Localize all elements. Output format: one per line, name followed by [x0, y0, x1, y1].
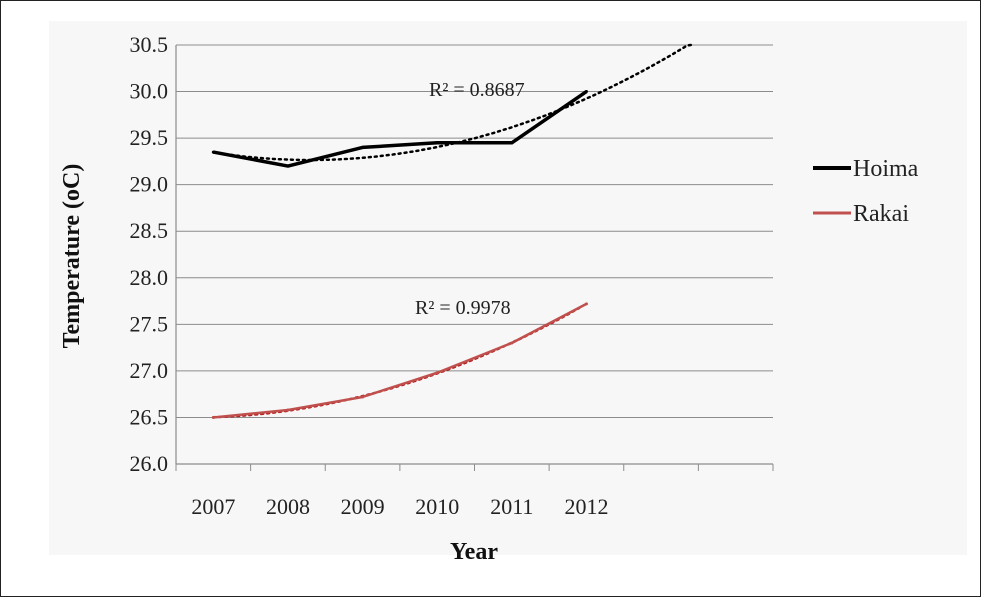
r2-label-hoima: R² = 0.8687 [429, 79, 525, 101]
series-line-hoima [213, 92, 586, 166]
x-tick-label: 2010 [415, 494, 459, 519]
data-point-hoima [286, 165, 289, 168]
r2-label-rakai: R² = 0.9978 [415, 297, 511, 319]
gridlines [176, 45, 773, 464]
series-line-rakai [213, 304, 586, 418]
data-point-rakai [286, 408, 289, 411]
data-point-hoima [510, 141, 513, 144]
y-tick-labels: 26.0 26.5 27.0 27.5 28.0 28.5 29.0 29.5 30.0 30.5 [130, 32, 169, 476]
x-tick-label: 2011 [490, 494, 533, 519]
y-tick-label: 27.0 [130, 358, 169, 383]
y-tick-label: 28.5 [130, 218, 169, 243]
y-tick-label: 26.5 [130, 404, 169, 429]
y-tick-label: 28.0 [130, 265, 169, 290]
x-tick-labels: 2007 2008 2009 2010 2011 2012 [191, 494, 608, 519]
y-axis-title: Temperature (oC) [59, 164, 85, 349]
legend: Hoima Rakai [813, 156, 919, 227]
y-tick-label: 29.0 [130, 172, 169, 197]
x-axis-title: Year [450, 539, 498, 565]
r2-annotations: R² = 0.8687 R² = 0.9978 [415, 79, 525, 319]
y-tick-label: 26.0 [130, 451, 169, 476]
x-tick-label: 2008 [266, 494, 310, 519]
data-point-hoima [585, 90, 588, 93]
y-tick-label: 29.5 [130, 125, 169, 150]
data-point-rakai [212, 416, 215, 419]
data-point-rakai [436, 371, 439, 374]
data-point-hoima [436, 141, 439, 144]
data-point-rakai [585, 302, 588, 305]
x-tick-label: 2009 [341, 494, 385, 519]
x-tick-label: 2012 [564, 494, 608, 519]
legend-label-rakai: Rakai [853, 201, 909, 227]
y-tick-label: 30.0 [130, 79, 169, 104]
data-point-rakai [361, 395, 364, 398]
y-tick-label: 30.5 [130, 32, 169, 57]
legend-label-hoima: Hoima [853, 156, 919, 182]
data-point-hoima [212, 151, 215, 154]
data-point-rakai [510, 341, 513, 344]
data-point-hoima [361, 146, 364, 149]
y-tick-label: 27.5 [130, 311, 169, 336]
axes [176, 45, 773, 471]
x-tick-label: 2007 [191, 494, 235, 519]
series-lines [212, 90, 588, 419]
